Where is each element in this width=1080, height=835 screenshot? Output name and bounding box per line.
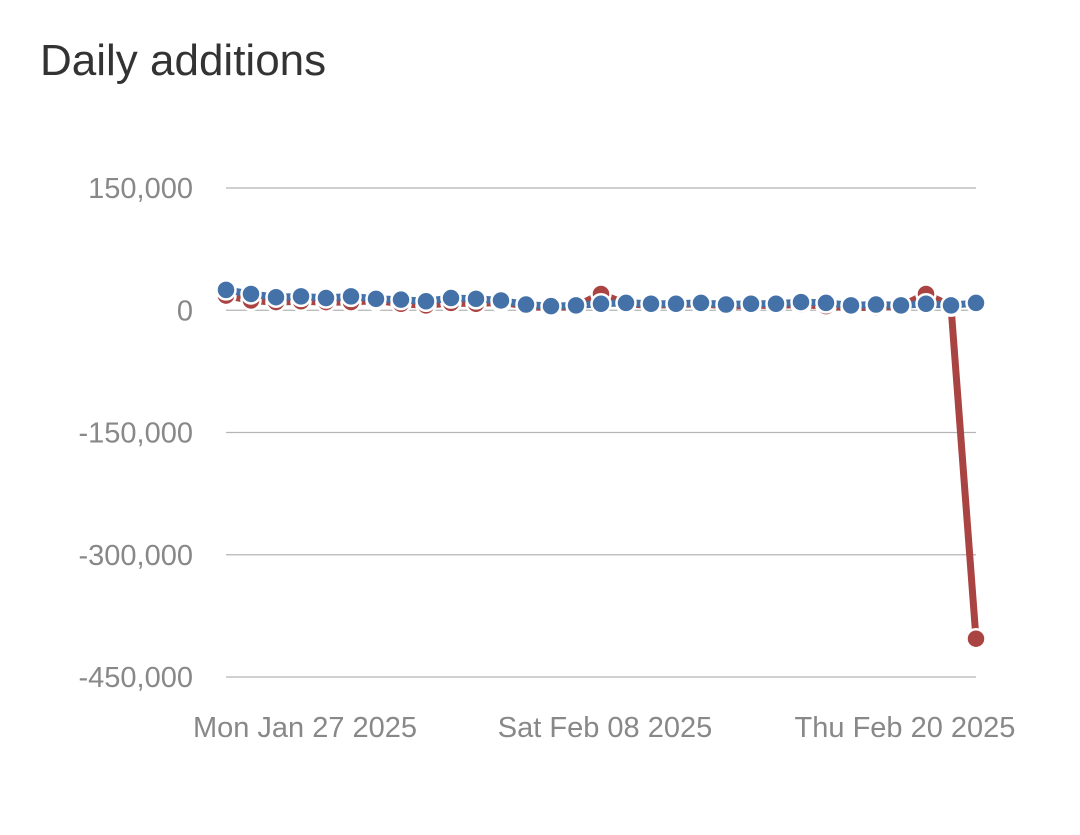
data-point	[715, 293, 737, 316]
data-point	[515, 293, 537, 316]
data-point	[890, 294, 912, 317]
data-point	[490, 289, 512, 312]
data-point	[265, 286, 287, 308]
y-tick-label: -300,000	[79, 540, 194, 572]
data-point	[240, 283, 262, 305]
grid-layer	[226, 187, 976, 678]
data-point	[540, 295, 562, 317]
y-tick-label: 0	[177, 295, 193, 327]
data-point	[965, 292, 987, 314]
x-tick-label: Thu Feb 20 2025	[795, 712, 1016, 744]
data-point	[740, 292, 762, 315]
series-layer	[215, 279, 987, 650]
data-point	[765, 292, 787, 315]
data-point	[965, 627, 987, 650]
y-tick-label: 150,000	[88, 173, 193, 205]
data-point	[665, 292, 687, 315]
series-0	[215, 283, 987, 650]
data-point	[465, 288, 487, 310]
data-point	[940, 294, 962, 317]
data-point	[690, 292, 712, 314]
series-line	[222, 290, 980, 643]
data-point	[865, 293, 887, 316]
data-point	[565, 294, 587, 317]
data-point	[340, 285, 362, 308]
data-point	[590, 292, 612, 315]
y-axis-labels: 150,000 0 -150,000 -300,000 -450,000	[79, 173, 194, 694]
data-point	[365, 288, 387, 310]
data-point	[915, 292, 937, 315]
data-point	[640, 292, 662, 315]
x-axis-labels: Mon Jan 27 2025 Sat Feb 08 2025 Thu Feb 20…	[193, 712, 1016, 744]
data-point	[840, 294, 862, 317]
data-point	[815, 292, 837, 314]
y-tick-label: -450,000	[79, 662, 194, 694]
data-point	[790, 291, 812, 313]
data-point	[440, 287, 462, 309]
data-point	[415, 290, 437, 313]
x-tick-label: Sat Feb 08 2025	[498, 712, 712, 744]
data-point	[215, 279, 237, 301]
y-tick-label: -150,000	[79, 418, 194, 450]
data-point	[315, 287, 337, 309]
data-point	[615, 292, 637, 314]
data-point	[290, 285, 312, 308]
chart-title: Daily additions	[40, 36, 327, 85]
series-1	[215, 279, 987, 317]
data-point	[390, 288, 412, 311]
x-tick-label: Mon Jan 27 2025	[193, 712, 417, 744]
